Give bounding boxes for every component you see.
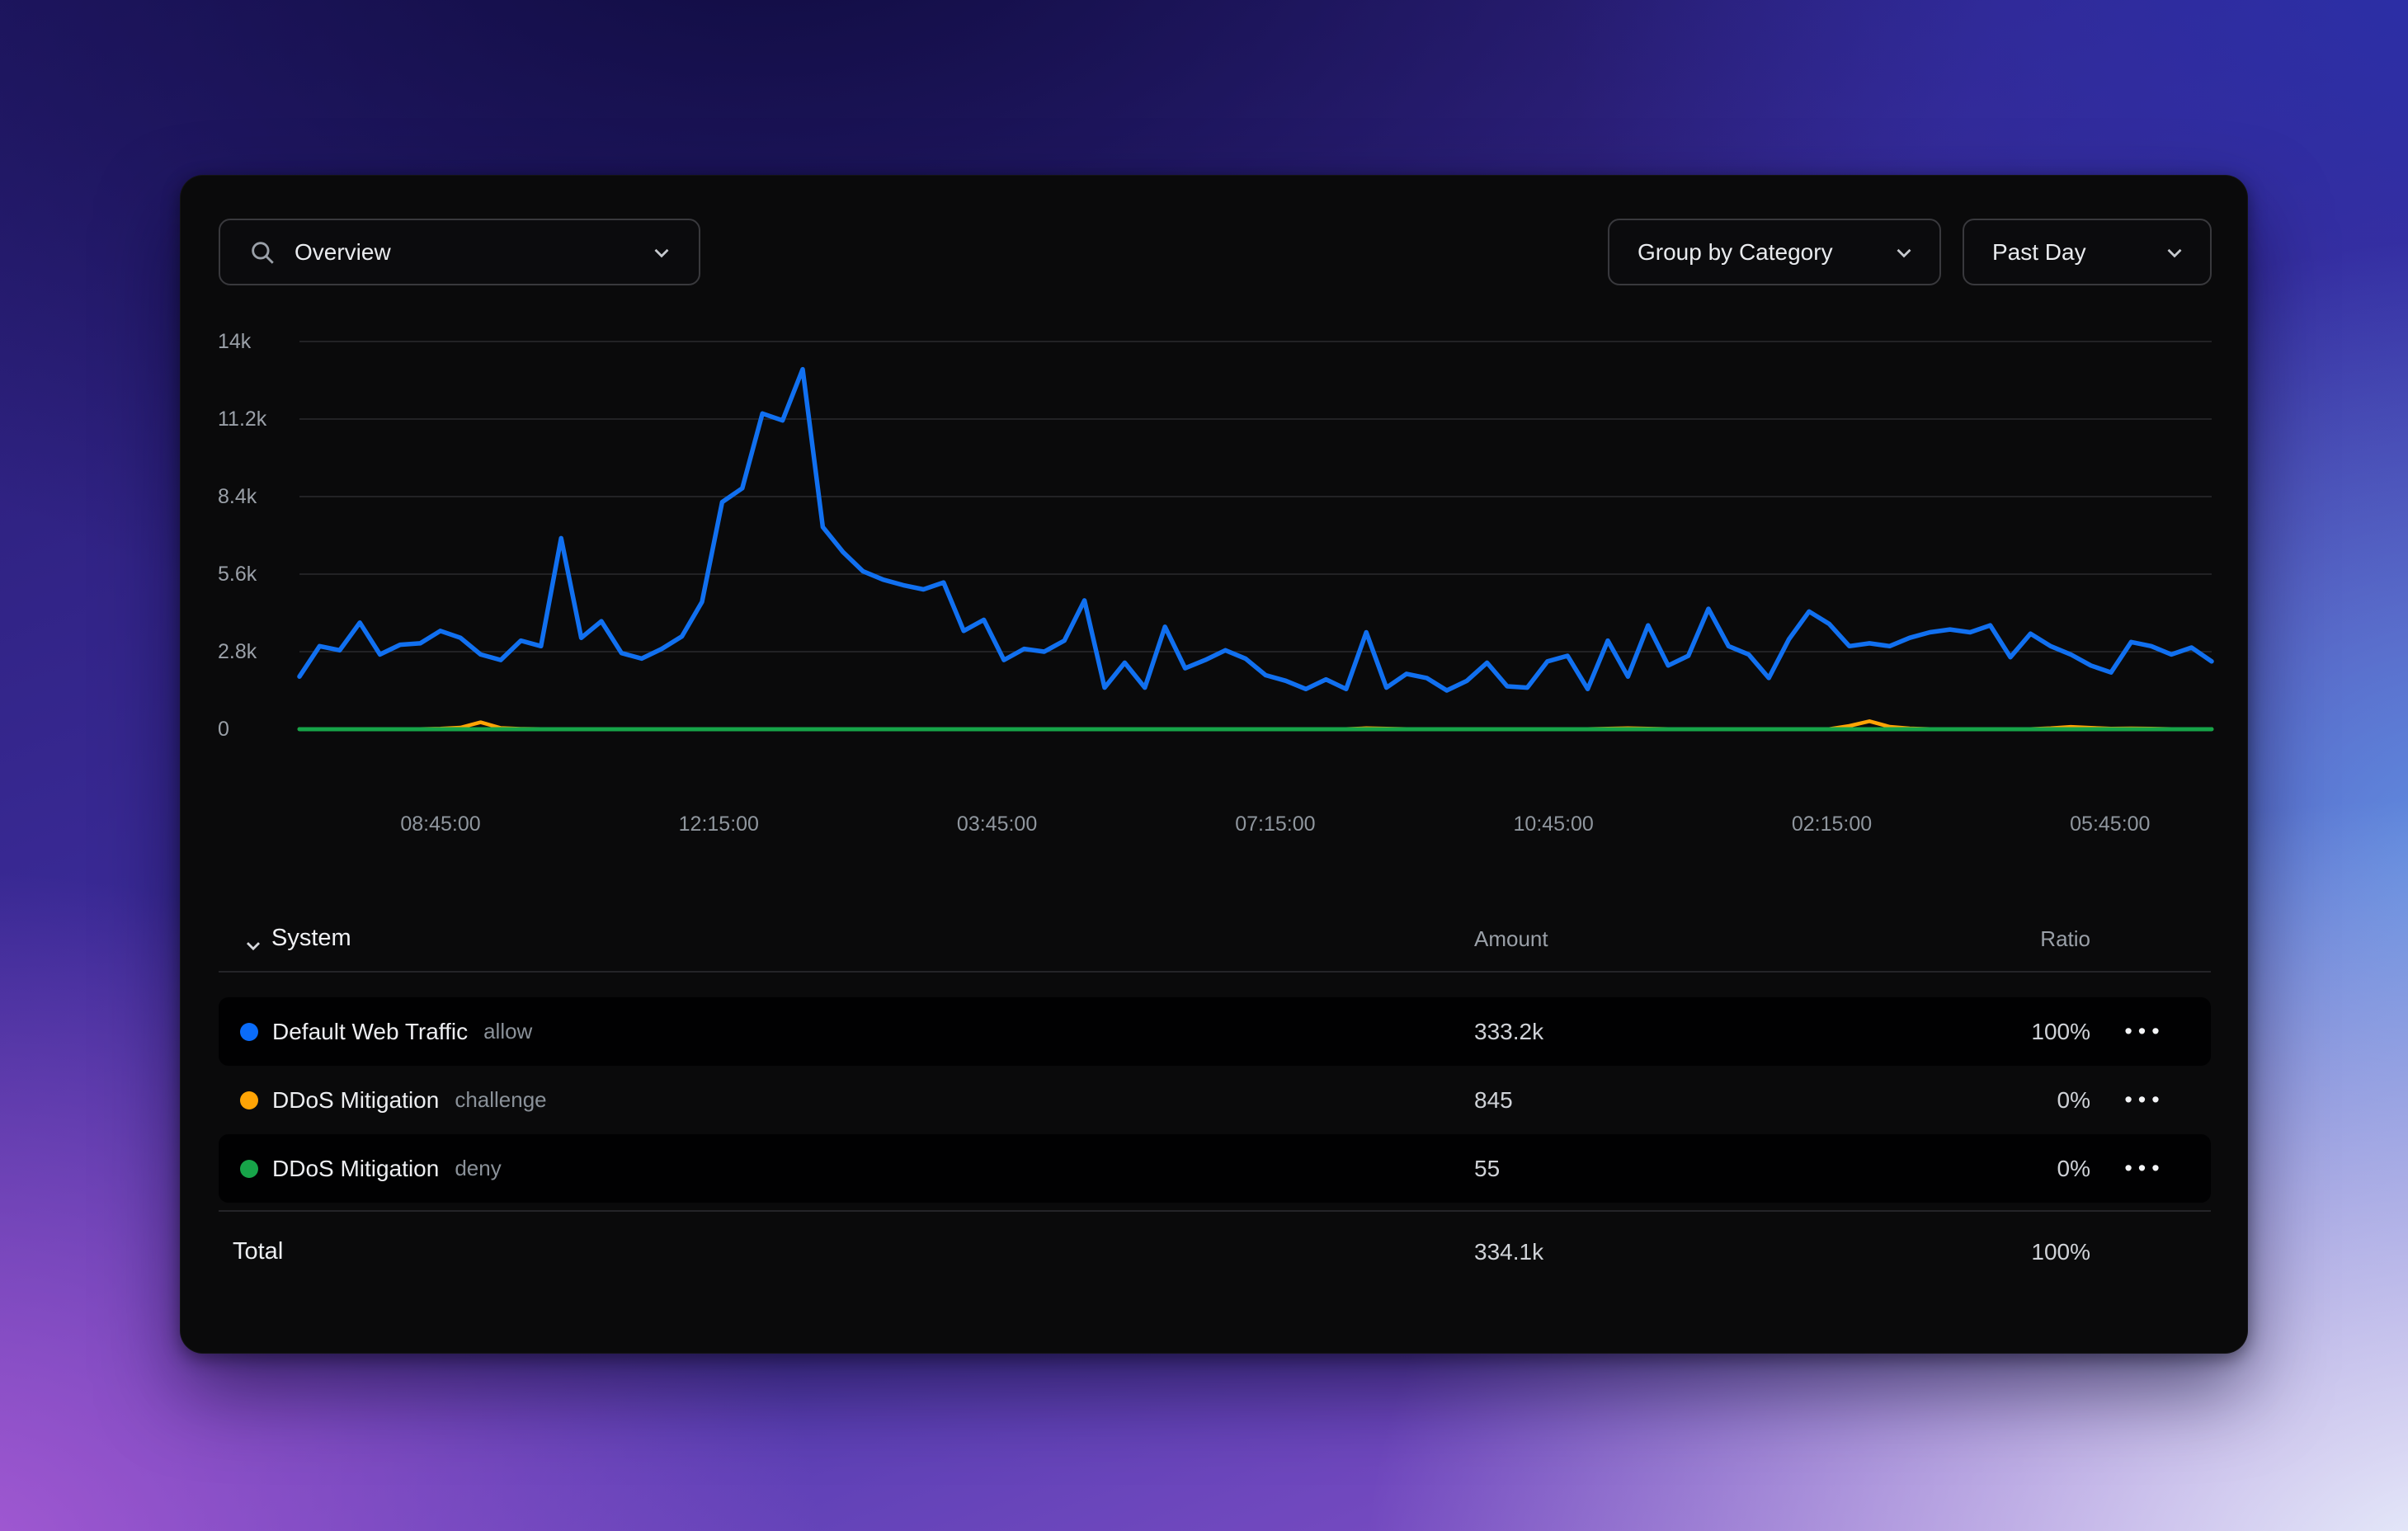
chevron-down-icon — [649, 240, 674, 265]
y-tick-label: 11.2k — [218, 407, 267, 431]
rule-name: DDoS Mitigation — [272, 1155, 440, 1181]
row-menu-button ellipsis-icon[interactable]: ••• — [2109, 1009, 2180, 1053]
x-tick-label: 02:15:00 — [1791, 813, 1873, 836]
ratio-value: 0% — [2057, 1086, 2090, 1113]
series-line — [297, 366, 2214, 693]
chevron-down-icon — [2162, 240, 2187, 265]
traffic-line-chart — [297, 341, 2214, 732]
total-ratio-value: 100% — [2031, 1239, 2090, 1265]
ratio-value: 0% — [2057, 1155, 2090, 1181]
chevron-down-icon — [1892, 240, 1916, 265]
group-by-label: Group by Category — [1638, 238, 1833, 265]
total-row: Total 334.1k 100% — [219, 1210, 2211, 1296]
y-tick-label: 2.8k — [218, 640, 257, 663]
action-tag: challenge — [455, 1087, 547, 1112]
table-row[interactable]: DDoS Mitigation deny 55 0% ••• — [219, 1134, 2211, 1203]
table-row[interactable]: DDoS Mitigation challenge 845 0% ••• — [219, 1066, 2211, 1134]
x-tick-label: 12:15:00 — [678, 813, 759, 836]
total-divider — [219, 1210, 2211, 1212]
total-amount-value: 334.1k — [1474, 1239, 1544, 1265]
x-tick-label: 05:45:00 — [2070, 813, 2151, 836]
row-menu-button ellipsis-icon[interactable]: ••• — [2109, 1146, 2180, 1190]
group-header-title: System — [271, 925, 351, 951]
amount-value: 333.2k — [1474, 1018, 1544, 1044]
x-tick-label: 07:15:00 — [1235, 813, 1316, 836]
series-color-dot — [240, 1091, 258, 1109]
row-menu-button ellipsis-icon[interactable]: ••• — [2109, 1077, 2180, 1122]
search-icon — [248, 238, 276, 266]
series-color-dot — [240, 1159, 258, 1178]
metric-selector-dropdown[interactable]: Overview — [219, 219, 700, 285]
rule-name: DDoS Mitigation — [272, 1086, 440, 1113]
rule-name: Default Web Traffic — [272, 1018, 469, 1044]
chevron-down-icon — [242, 934, 265, 957]
header-divider — [219, 971, 2211, 973]
group-by-dropdown[interactable]: Group by Category — [1608, 219, 1941, 285]
series-color-dot — [240, 1022, 258, 1041]
amount-value: 845 — [1474, 1086, 1513, 1113]
metric-selector-label: Overview — [295, 238, 391, 265]
y-tick-label: 8.4k — [218, 485, 257, 508]
y-tick-label: 5.6k — [218, 563, 257, 586]
y-tick-label: 14k — [218, 330, 252, 353]
table-body: Default Web Traffic allow 333.2k 100% ••• DDo… — [219, 997, 2211, 1203]
ratio-value: 100% — [2031, 1018, 2090, 1044]
table-row[interactable]: Default Web Traffic allow 333.2k 100% ••• — [219, 997, 2211, 1066]
x-tick-label: 03:45:00 — [956, 813, 1038, 836]
x-tick-label: 10:45:00 — [1513, 813, 1594, 836]
time-range-label: Past Day — [1992, 238, 2086, 265]
x-tick-label: 08:45:00 — [400, 813, 481, 836]
table-header: System Amount Ratio — [219, 919, 2211, 971]
analytics-card: Overview Group by Category Past Day 0 2.8… — [180, 175, 2248, 1354]
time-range-dropdown[interactable]: Past Day — [1963, 219, 2212, 285]
action-tag: deny — [455, 1156, 502, 1180]
y-tick-label: 0 — [218, 718, 229, 741]
action-tag: allow — [483, 1019, 533, 1043]
total-label: Total — [233, 1238, 284, 1265]
group-collapse-button[interactable] — [237, 929, 270, 962]
ratio-column-header: Ratio — [2040, 926, 2090, 951]
amount-value: 55 — [1474, 1155, 1501, 1181]
amount-column-header: Amount — [1474, 926, 1548, 951]
